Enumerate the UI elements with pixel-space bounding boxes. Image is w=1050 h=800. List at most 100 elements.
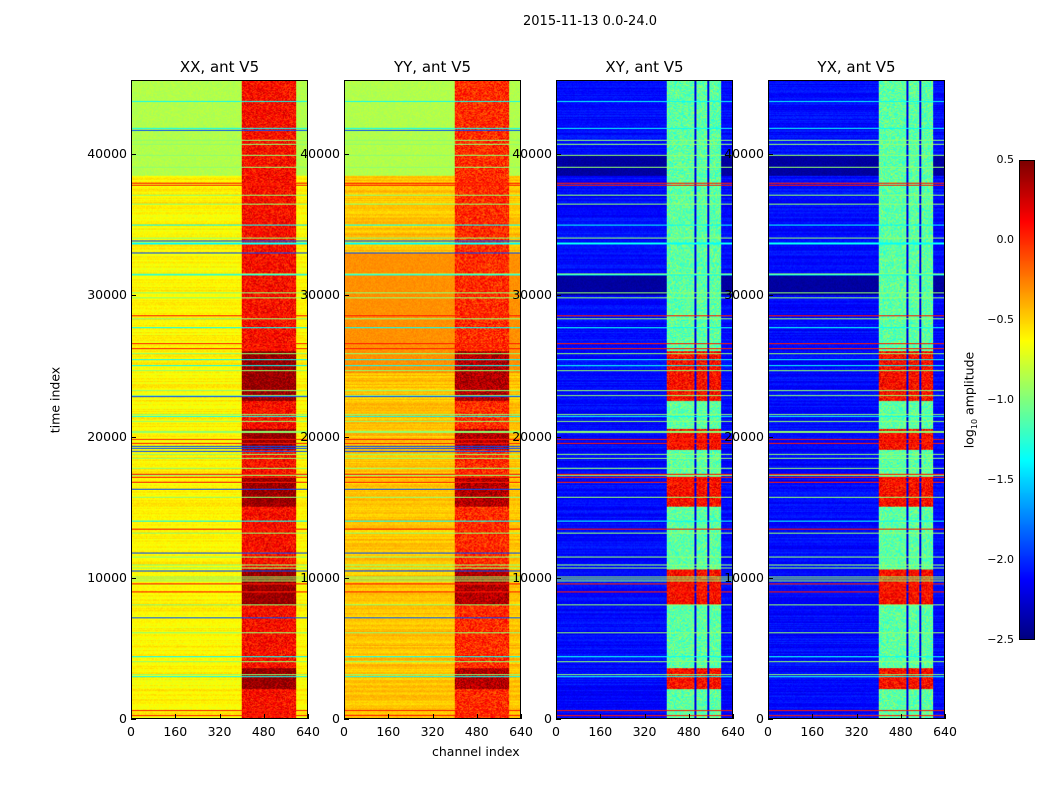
x-tick-mark bbox=[600, 714, 602, 719]
y-tick-mark bbox=[131, 154, 136, 156]
x-tick-label: 480 bbox=[464, 724, 489, 739]
x-tick-label: 0 bbox=[764, 724, 772, 739]
y-tick-label: 40000 bbox=[512, 146, 552, 162]
y-tick-label: 30000 bbox=[512, 287, 552, 303]
y-tick-label: 10000 bbox=[512, 569, 552, 585]
x-tick-mark bbox=[856, 714, 858, 719]
panel-title-1: YY, ant V5 bbox=[393, 58, 471, 76]
x-tick-label: 480 bbox=[251, 724, 276, 739]
x-tick-label: 160 bbox=[588, 724, 613, 739]
x-tick-mark bbox=[768, 714, 769, 719]
y-tick-label: 20000 bbox=[512, 428, 552, 444]
heatmap-panel-1 bbox=[344, 80, 521, 719]
x-tick-label: 640 bbox=[509, 724, 533, 739]
y-tick-label: 20000 bbox=[87, 428, 127, 444]
y-tick-mark bbox=[344, 577, 349, 579]
x-tick-label: 320 bbox=[632, 724, 657, 739]
x-tick-label: 160 bbox=[376, 724, 401, 739]
x-tick-label: 0 bbox=[552, 724, 560, 739]
y-tick-mark bbox=[556, 577, 561, 579]
x-tick-label: 480 bbox=[888, 724, 913, 739]
x-tick-mark bbox=[945, 714, 946, 719]
x-tick-label: 320 bbox=[207, 724, 232, 739]
y-tick-mark bbox=[556, 154, 561, 156]
x-tick-mark bbox=[432, 714, 434, 719]
y-tick-label: 0 bbox=[119, 711, 127, 726]
heatmap-panel-0 bbox=[131, 80, 308, 719]
y-tick-mark bbox=[131, 577, 136, 579]
colorbar-tick-label: −2.0 bbox=[987, 553, 1014, 566]
heatmap-panel-2 bbox=[556, 80, 733, 719]
y-tick-mark bbox=[344, 719, 349, 720]
x-axis-label: channel index bbox=[432, 744, 520, 759]
colorbar-tick-label: 0.5 bbox=[996, 153, 1015, 166]
x-tick-mark bbox=[175, 714, 177, 719]
colorbar-tick-label: −2.5 bbox=[987, 633, 1014, 646]
panel-title-2: XY, ant V5 bbox=[605, 58, 684, 76]
x-tick-mark bbox=[263, 714, 265, 719]
y-tick-mark bbox=[344, 295, 349, 297]
colorbar-tick-label: −1.5 bbox=[987, 473, 1014, 486]
figure-title: 2015-11-13 0.0-24.0 bbox=[523, 14, 657, 29]
y-tick-label: 0 bbox=[756, 711, 764, 726]
y-tick-label: 40000 bbox=[724, 146, 764, 162]
x-tick-label: 320 bbox=[420, 724, 445, 739]
heatmap-image-0 bbox=[132, 81, 307, 718]
y-tick-mark bbox=[768, 154, 773, 156]
y-tick-mark bbox=[556, 295, 561, 297]
x-tick-label: 160 bbox=[800, 724, 825, 739]
x-tick-label: 0 bbox=[127, 724, 135, 739]
y-tick-mark bbox=[131, 436, 136, 438]
y-tick-mark bbox=[131, 295, 136, 297]
x-tick-mark bbox=[733, 714, 734, 719]
x-tick-mark bbox=[556, 714, 557, 719]
colorbar-tick-label: 0.0 bbox=[996, 233, 1015, 246]
y-tick-mark bbox=[344, 154, 349, 156]
x-tick-mark bbox=[900, 714, 902, 719]
x-tick-label: 0 bbox=[340, 724, 348, 739]
y-tick-label: 20000 bbox=[724, 428, 764, 444]
y-tick-mark bbox=[768, 295, 773, 297]
y-tick-mark bbox=[344, 436, 349, 438]
y-tick-label: 40000 bbox=[300, 146, 340, 162]
y-tick-mark bbox=[768, 719, 773, 720]
x-tick-label: 160 bbox=[163, 724, 188, 739]
y-tick-mark bbox=[556, 436, 561, 438]
y-tick-label: 10000 bbox=[300, 569, 340, 585]
panel-title-0: XX, ant V5 bbox=[179, 58, 260, 76]
x-tick-label: 480 bbox=[676, 724, 701, 739]
x-tick-label: 640 bbox=[296, 724, 320, 739]
x-tick-mark bbox=[521, 714, 522, 719]
heatmap-panel-3 bbox=[768, 80, 945, 719]
heatmap-image-2 bbox=[557, 81, 732, 718]
colorbar-tick-label: −0.5 bbox=[987, 313, 1014, 326]
colorbar-label: log10 amplitude bbox=[961, 352, 979, 448]
y-tick-label: 30000 bbox=[300, 287, 340, 303]
x-tick-label: 320 bbox=[844, 724, 869, 739]
y-tick-label: 30000 bbox=[724, 287, 764, 303]
colorbar-gradient bbox=[1020, 161, 1034, 639]
colorbar-label-sub: 10 bbox=[969, 418, 979, 430]
colorbar-tick-label: −1.0 bbox=[987, 393, 1014, 406]
x-tick-mark bbox=[812, 714, 814, 719]
colorbar bbox=[1019, 160, 1035, 640]
panel-title-3: YX, ant V5 bbox=[817, 58, 896, 76]
y-axis-label: time index bbox=[47, 366, 63, 434]
y-tick-label: 0 bbox=[332, 711, 340, 726]
y-tick-label: 20000 bbox=[300, 428, 340, 444]
heatmap-image-1 bbox=[345, 81, 520, 718]
y-tick-mark bbox=[131, 719, 136, 720]
x-tick-label: 640 bbox=[721, 724, 745, 739]
y-tick-label: 10000 bbox=[87, 569, 127, 585]
colorbar-label-log: log bbox=[961, 429, 977, 449]
x-tick-mark bbox=[308, 714, 309, 719]
y-tick-mark bbox=[556, 719, 561, 720]
heatmap-image-3 bbox=[769, 81, 944, 718]
x-tick-mark bbox=[219, 714, 221, 719]
y-tick-mark bbox=[768, 436, 773, 438]
x-tick-mark bbox=[344, 714, 345, 719]
x-tick-mark bbox=[131, 714, 132, 719]
x-tick-label: 640 bbox=[933, 724, 957, 739]
x-tick-mark bbox=[688, 714, 690, 719]
x-tick-mark bbox=[476, 714, 478, 719]
